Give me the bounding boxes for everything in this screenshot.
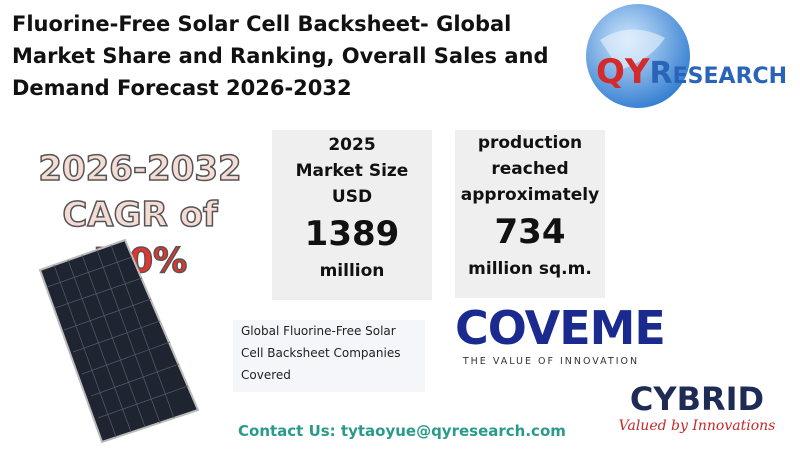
production-value: 734	[494, 212, 566, 252]
production-line: production	[477, 133, 583, 153]
solar-panel	[38, 238, 200, 444]
companies-line: Covered	[241, 368, 291, 382]
market-line: Market Size	[295, 161, 409, 181]
production-line: reached	[491, 159, 569, 179]
market-unit: million	[319, 261, 385, 281]
title-line: Demand Forecast 2026-2032	[12, 76, 352, 100]
production-line: approximately	[460, 185, 600, 205]
production-box: production reached approximately 734 mil…	[455, 130, 605, 298]
logo-graphic	[586, 4, 690, 108]
logo-r: R	[649, 56, 673, 91]
coveme-name: COVEME	[455, 301, 666, 355]
cybrid-logo: CYBRID Valued by Innovations	[612, 380, 782, 434]
companies-box: Global Fluorine-Free Solar Cell Backshee…	[233, 320, 425, 392]
companies-line: Cell Backsheet Companies	[241, 346, 401, 360]
logo-esearch: ESEARCH	[672, 64, 788, 89]
market-line: USD	[331, 187, 373, 207]
cagr: 2026-2032 CAGR of 5.0%	[10, 146, 270, 284]
panel-frame	[38, 238, 200, 444]
coveme-tagline: THE VALUE OF INNOVATION	[462, 356, 640, 367]
panel-grid	[46, 244, 189, 438]
title-line: Fluorine-Free Solar Cell Backsheet- Glob…	[12, 12, 512, 36]
logo: QYRESEARCH	[596, 52, 787, 92]
cagr-label: CAGR of	[62, 194, 219, 236]
logo-qy: QY	[596, 52, 650, 92]
cybrid-name: CYBRID	[629, 380, 765, 418]
production-unit: million sq.m.	[468, 259, 592, 279]
market-box: 2025 Market Size USD 1389 million	[272, 130, 432, 300]
cagr-period: 2026-2032	[38, 148, 243, 190]
title: Fluorine-Free Solar Cell Backsheet- Glob…	[12, 8, 548, 104]
coveme-logo: COVEME THE VALUE OF INNOVATION	[455, 300, 666, 367]
cybrid-tagline: Valued by Innovations	[618, 418, 776, 434]
globe-land	[600, 29, 665, 70]
title-line: Market Share and Ranking, Overall Sales …	[12, 44, 549, 68]
market-value: 1389	[304, 214, 400, 254]
contact: Contact Us: tytaoyue@qyresearch.com	[238, 422, 566, 440]
market-line: 2025	[328, 135, 376, 155]
companies-line: Global Fluorine-Free Solar	[241, 324, 396, 338]
